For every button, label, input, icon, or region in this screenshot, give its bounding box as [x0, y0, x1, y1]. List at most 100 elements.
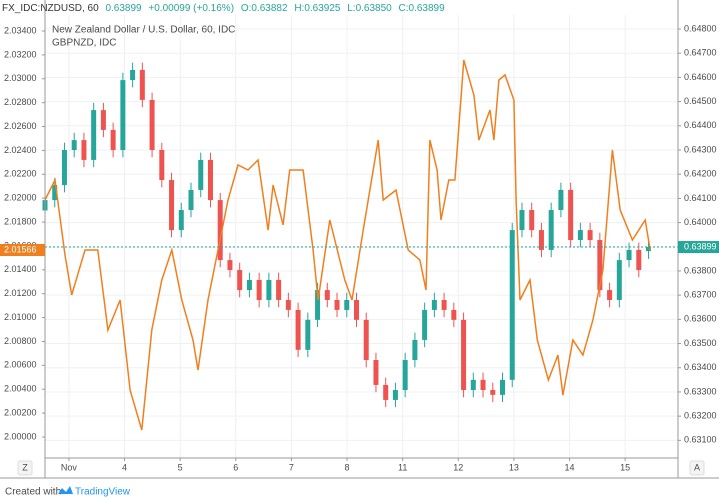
- axis-button-label[interactable]: Z: [22, 462, 28, 472]
- candle-body: [305, 319, 311, 350]
- ohlc-close: C:0.63899: [399, 3, 446, 14]
- change: +0.00099 (+0.16%): [148, 3, 234, 14]
- candle-body: [373, 360, 379, 385]
- candle-body: [616, 260, 622, 301]
- footer-brand[interactable]: TradingView: [75, 487, 131, 498]
- y-tick-label: 2.00200: [4, 407, 37, 417]
- candle-body: [237, 270, 243, 291]
- candle-body: [636, 249, 642, 271]
- legend-line: GBPNZD, IDC: [52, 38, 116, 49]
- candle-body: [587, 230, 593, 241]
- x-tick-label: 14: [565, 462, 575, 472]
- candle-body: [441, 300, 447, 310]
- candle-body: [315, 290, 321, 320]
- axis-button[interactable]: [689, 460, 705, 476]
- candle-body: [568, 189, 574, 241]
- axis-button-label[interactable]: A: [694, 462, 700, 472]
- y2-tick-label: 0.63600: [684, 314, 717, 324]
- x-tick-label: 13: [509, 462, 519, 472]
- y2-tick-label: 0.64300: [684, 144, 717, 154]
- y2-tick-label: 0.64700: [684, 48, 717, 58]
- candle-body: [480, 379, 486, 391]
- candle-body: [597, 240, 603, 291]
- symbol: FX_IDC:NZDUSD, 60: [2, 3, 99, 14]
- y2-tick-label: 0.64600: [684, 72, 717, 82]
- y-tick-label: 2.02600: [4, 121, 37, 131]
- candle-body: [548, 210, 554, 250]
- candle-body: [207, 159, 213, 201]
- candle-body: [626, 249, 632, 261]
- candle-body: [256, 279, 262, 301]
- y2-tick-label: 0.64100: [684, 193, 717, 203]
- y2-tick-label: 0.64200: [684, 169, 717, 179]
- candle-body: [461, 319, 467, 391]
- candle-body: [110, 129, 116, 151]
- candle-body: [558, 189, 564, 211]
- x-tick-label: 11: [398, 462, 407, 472]
- candle-body: [412, 339, 418, 361]
- candle-body: [509, 230, 515, 380]
- candle-body: [392, 390, 398, 400]
- candle-body: [276, 279, 282, 301]
- y2-tick-label: 0.63800: [684, 265, 717, 275]
- y2-tick-label: 0.63300: [684, 386, 717, 396]
- candle-body: [324, 290, 330, 301]
- candle-body: [577, 230, 583, 241]
- candle-body: [91, 110, 97, 160]
- y-tick-label: 2.01000: [4, 312, 37, 322]
- y2-tick-label: 0.64000: [684, 217, 717, 227]
- candle-body: [61, 150, 67, 186]
- y2-tick-label: 0.64500: [684, 96, 717, 106]
- candle-body: [217, 200, 223, 261]
- last-price-tag: [678, 241, 719, 254]
- candle-body: [500, 379, 506, 395]
- candle-body: [246, 279, 252, 291]
- candle-body: [334, 300, 340, 310]
- candle-body: [227, 260, 233, 271]
- candle-body: [81, 140, 87, 160]
- candle-body: [266, 279, 272, 301]
- candle-body: [422, 309, 428, 340]
- y2-tick-label: 0.64400: [684, 120, 717, 130]
- y-tick-label: 2.03400: [4, 25, 37, 35]
- x-tick-label: 7: [289, 462, 294, 472]
- candle-body: [139, 69, 145, 100]
- candle-body: [178, 210, 184, 231]
- ohlc-low: L:0.63850: [347, 3, 392, 14]
- footer-logo: [58, 486, 73, 494]
- y-tick-label: 2.01800: [4, 216, 37, 226]
- candle-body: [71, 140, 77, 151]
- footer-created: Created with: [5, 487, 61, 498]
- candle-body: [363, 319, 369, 361]
- y-tick-label: 2.02200: [4, 169, 37, 179]
- y2-tick-label: 0.63400: [684, 362, 717, 372]
- candle-body: [285, 300, 291, 310]
- candle-body: [159, 150, 165, 181]
- axis-button[interactable]: [17, 460, 33, 476]
- x-tick-label: 15: [620, 462, 630, 472]
- y-tick-label: 2.00800: [4, 336, 37, 346]
- y2-tick-label: 0.63100: [684, 435, 717, 445]
- candle-body: [169, 180, 175, 231]
- y-tick-label: 2.02400: [4, 145, 37, 155]
- candle-body: [607, 290, 613, 301]
- candle-body: [538, 230, 544, 250]
- candle-body: [120, 80, 126, 151]
- y-tick-label: 2.01400: [4, 264, 37, 274]
- candle-body: [188, 189, 194, 211]
- header: FX_IDC:NZDUSD, 60 0.63899 +0.00099 (+0.1…: [2, 3, 445, 14]
- last-price-label: 0.63899: [684, 241, 717, 251]
- candle-body: [52, 185, 58, 201]
- x-tick-label: 6: [233, 462, 238, 472]
- y2-tick-label: 0.63700: [684, 290, 717, 300]
- y2-tick-label: 0.64800: [684, 23, 717, 33]
- candle-body: [490, 390, 496, 395]
- y-tick-label: 2.01200: [4, 288, 37, 298]
- y-tick-label: 2.02800: [4, 97, 37, 107]
- candle-body: [431, 300, 437, 310]
- y-tick-label: 2.00600: [4, 360, 37, 370]
- candle-body: [295, 309, 301, 350]
- y-tick-label: 2.00400: [4, 384, 37, 394]
- ohlc-open: O:0.63882: [241, 3, 288, 14]
